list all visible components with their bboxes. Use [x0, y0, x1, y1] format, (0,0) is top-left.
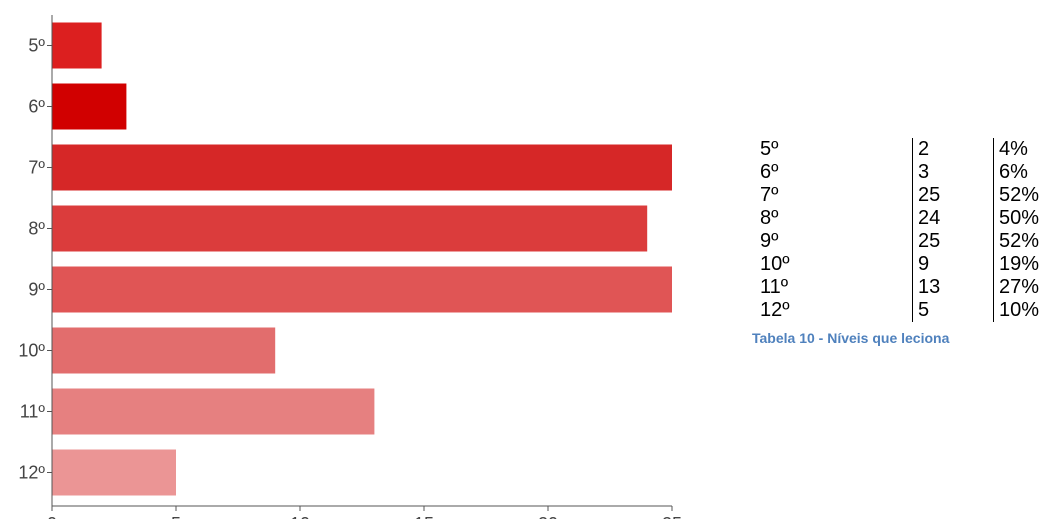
- y-tick-label: 9º: [28, 280, 45, 300]
- table-cell-level: 5º: [760, 138, 779, 160]
- table-cell-level: 9º: [760, 230, 779, 252]
- table-row: 12º 5 10%: [760, 299, 1059, 322]
- y-tick-label: 12º: [18, 463, 45, 483]
- table-cell-level: 6º: [760, 161, 779, 183]
- table-cell-percent: 10%: [993, 299, 1059, 322]
- table-row: 11º 13 27%: [760, 276, 1059, 299]
- table-cell-percent: 6%: [993, 161, 1059, 184]
- y-tick-label: 6º: [28, 97, 45, 117]
- bar-6: [52, 327, 276, 374]
- y-tick-label: 11º: [20, 402, 46, 422]
- x-tick-label: 25: [662, 514, 682, 519]
- bar-7: [52, 388, 375, 435]
- y-axis: 5º 6º 7º 8º 9º 10º 11º 12º: [18, 15, 53, 506]
- bar-8: [52, 449, 176, 496]
- data-table-body: 5º 2 4% 6º 3 6% 7º 25 52% 8º 24 50% 9º 25 52% 10º 9 19% 11…: [760, 138, 1059, 322]
- bar-5: [52, 266, 672, 313]
- table-cell-percent: 50%: [993, 207, 1059, 230]
- table-cell-level: 8º: [760, 207, 779, 229]
- table-cell-count: 25: [912, 184, 994, 207]
- table-cell-count: 13: [912, 276, 994, 299]
- table-cell-count: 2: [912, 138, 994, 161]
- bar-chart: 5º 6º 7º 8º 9º 10º 11º 12º 0 5 10 15 20 25: [18, 15, 682, 519]
- bar-3: [52, 144, 672, 191]
- data-table: 5º 2 4% 6º 3 6% 7º 25 52% 8º 24 50% 9º 25 52% 10º 9 19% 11…: [760, 138, 1059, 322]
- table-cell-level: 10º: [760, 253, 790, 275]
- table-cell-level: 11º: [760, 276, 789, 298]
- bar-4: [52, 205, 648, 252]
- table-cell-percent: 52%: [993, 230, 1059, 253]
- table-caption: Tabela 10 - Níveis que leciona: [752, 330, 950, 346]
- x-tick-label: 10: [290, 514, 310, 519]
- table-cell-count: 3: [912, 161, 994, 184]
- bar-1: [52, 22, 102, 69]
- table-cell-percent: 27%: [993, 276, 1059, 299]
- table-cell-count: 25: [912, 230, 994, 253]
- table-row: 9º 25 52%: [760, 230, 1059, 253]
- y-tick-label: 10º: [18, 341, 45, 361]
- table-cell-percent: 4%: [993, 138, 1059, 161]
- table-row: 5º 2 4%: [760, 138, 1059, 161]
- table-cell-count: 5: [912, 299, 994, 322]
- table-cell-level: 7º: [760, 184, 779, 206]
- table-cell-count: 24: [912, 207, 994, 230]
- x-tick-label: 20: [538, 514, 558, 519]
- y-tick-label: 7º: [28, 158, 45, 178]
- bar-2: [52, 83, 127, 130]
- table-row: 10º 9 19%: [760, 253, 1059, 276]
- bars-group: [52, 22, 672, 496]
- table-cell-percent: 52%: [993, 184, 1059, 207]
- x-tick-label: 5: [171, 514, 181, 519]
- x-tick-label: 15: [414, 514, 434, 519]
- table-row: 6º 3 6%: [760, 161, 1059, 184]
- x-axis: 0 5 10 15 20 25: [47, 505, 682, 519]
- table-row: 7º 25 52%: [760, 184, 1059, 207]
- table-cell-level: 12º: [760, 299, 790, 321]
- table-cell-percent: 19%: [993, 253, 1059, 276]
- y-tick-label: 8º: [28, 219, 45, 239]
- y-tick-label: 5º: [28, 36, 45, 56]
- x-tick-label: 0: [47, 514, 57, 519]
- table-cell-count: 9: [912, 253, 994, 276]
- table-row: 8º 24 50%: [760, 207, 1059, 230]
